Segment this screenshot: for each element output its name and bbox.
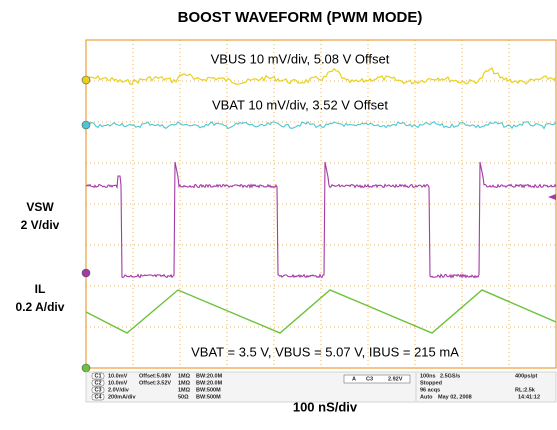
conditions-label: VBAT = 3.5 V, VBUS = 5.07 V, IBUS = 215 … bbox=[191, 344, 459, 359]
acq-date: May 02, 2008 bbox=[438, 394, 472, 400]
channel-imp: 1MΩ bbox=[178, 380, 191, 386]
il-trace bbox=[85, 289, 557, 334]
scope-screen bbox=[81, 39, 557, 373]
channel-box bbox=[91, 393, 105, 401]
channel-id: C3 bbox=[94, 387, 101, 393]
acq-clock: 14:41:12 bbox=[518, 394, 540, 400]
trigger-box bbox=[343, 374, 411, 384]
channel-id: C2 bbox=[94, 380, 101, 386]
channel-bw: BW:500M bbox=[196, 387, 221, 393]
channel-scale: 200mA/div bbox=[108, 394, 136, 400]
channel-box bbox=[91, 372, 105, 380]
vsw-scale: 2 V/div bbox=[21, 218, 60, 232]
trigger-marker bbox=[548, 194, 556, 200]
il-scale: 0.2 A/div bbox=[16, 300, 65, 314]
acq-rl: RL:2.5k bbox=[515, 387, 536, 393]
vbat-label: VBAT 10 mV/div, 3.52 V Offset bbox=[212, 97, 388, 112]
status-bg bbox=[85, 371, 557, 403]
channel-bw: BW:500M bbox=[196, 394, 221, 400]
trigger-source: C3 bbox=[366, 376, 373, 382]
channel-imp: 50Ω bbox=[178, 394, 189, 400]
channel-scale: 10.0mV bbox=[108, 373, 128, 379]
channel-marker bbox=[81, 268, 91, 278]
channel-id: C4 bbox=[94, 394, 102, 400]
channel-imp: 1MΩ bbox=[178, 387, 191, 393]
channel-scale: 2.0V/div bbox=[108, 387, 130, 393]
acq-rate: 2.5GS/s bbox=[440, 373, 460, 379]
trigger-mode: A bbox=[352, 376, 356, 382]
channel-bw: BW:20.0M bbox=[196, 373, 223, 379]
channel-scale: 10.0mV bbox=[108, 380, 128, 386]
channel-bw: BW:20.0M bbox=[196, 380, 223, 386]
acq-auto: Auto bbox=[420, 394, 433, 400]
channel-marker bbox=[81, 363, 91, 373]
acq-res: 400ps/pt bbox=[515, 373, 537, 379]
status-panel: C1 10.0mV Offset:5.08V 1MΩ BW:20.0M C2 10.0mV O… bbox=[85, 371, 557, 403]
channel-marker bbox=[81, 75, 91, 85]
vsw-label: VSW bbox=[26, 200, 54, 214]
title: BOOST WAVEFORM (PWM MODE) bbox=[178, 9, 423, 26]
channel-id: C1 bbox=[94, 373, 101, 379]
channel-box bbox=[91, 379, 105, 387]
vbat-trace bbox=[85, 120, 557, 130]
vbus-label: VBUS 10 mV/div, 5.08 V Offset bbox=[211, 51, 390, 66]
acq-state: Stopped bbox=[420, 380, 442, 386]
timebase-label: 100 nS/div bbox=[293, 399, 358, 414]
channel-offset: Offset:3.52V bbox=[139, 380, 171, 386]
il-label: IL bbox=[35, 282, 46, 296]
acq-acqs: 96 acqs bbox=[420, 387, 440, 393]
trigger-level: 2.92V bbox=[388, 376, 403, 382]
channel-marker bbox=[81, 120, 91, 130]
channel-imp: 1MΩ bbox=[178, 373, 191, 379]
acq-time: 100ns bbox=[420, 373, 436, 379]
channel-box bbox=[91, 386, 105, 394]
vbus-trace bbox=[85, 67, 557, 85]
vsw-trace bbox=[85, 161, 557, 279]
channel-offset: Offset:5.08V bbox=[139, 373, 171, 379]
